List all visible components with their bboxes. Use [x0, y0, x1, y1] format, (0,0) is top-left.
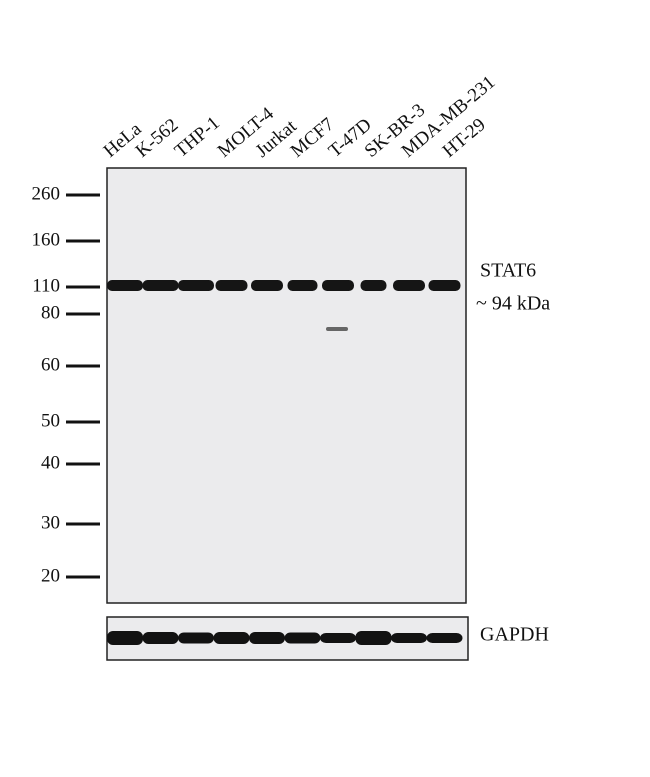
- stat6-band: [287, 280, 318, 291]
- stat6-band: [215, 280, 248, 291]
- marker-label: 40: [41, 452, 60, 473]
- faint-band: [326, 327, 348, 331]
- stat6-band: [428, 280, 461, 291]
- target-size: ~ 94 kDa: [476, 293, 550, 315]
- gapdh-band: [320, 633, 356, 643]
- gapdh-band: [107, 631, 143, 645]
- lane-label: K-562: [132, 115, 183, 162]
- gapdh-band: [355, 631, 392, 645]
- marker-label: 110: [32, 275, 60, 296]
- loading-control-label: GAPDH: [480, 624, 549, 646]
- gapdh-band: [391, 633, 427, 643]
- stat6-band: [178, 280, 214, 291]
- lane-label: THP-1: [171, 112, 224, 161]
- gapdh-band: [142, 632, 179, 644]
- gapdh-band: [178, 632, 214, 644]
- marker-label: 260: [32, 183, 61, 204]
- marker-label: 80: [41, 302, 60, 323]
- marker-label: 50: [41, 410, 60, 431]
- gapdh-band: [426, 633, 463, 643]
- marker-label: 30: [41, 512, 60, 533]
- gapdh-band: [249, 632, 285, 644]
- stat6-band: [107, 280, 143, 291]
- marker-label: 160: [32, 229, 61, 250]
- lane-label: MCF7: [287, 114, 339, 162]
- target-name: STAT6: [480, 260, 536, 282]
- gapdh-band: [213, 632, 250, 644]
- marker-label: 20: [41, 565, 60, 586]
- stat6-band: [393, 280, 425, 291]
- gapdh-band: [284, 632, 321, 644]
- stat6-band: [251, 280, 283, 291]
- stat6-band: [322, 280, 354, 291]
- blot-panel: [106, 167, 467, 604]
- marker-label: 60: [41, 354, 60, 375]
- stat6-band: [360, 280, 387, 291]
- stat6-band: [142, 280, 179, 291]
